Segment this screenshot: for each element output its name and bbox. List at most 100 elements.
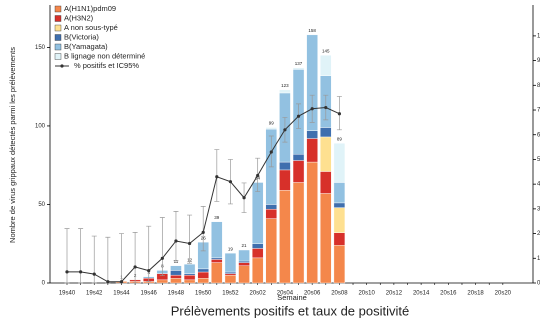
- y-tick-label: 0: [42, 281, 46, 287]
- bar-segment: [211, 259, 223, 263]
- error-bar: [91, 235, 97, 284]
- bar-total-label: 158: [308, 28, 316, 33]
- y2-tick-label: 0: [537, 281, 540, 287]
- x-tick-label: 20s08: [331, 291, 348, 297]
- y2-tick-label: 8: [537, 83, 540, 89]
- bar-segment: [197, 271, 209, 279]
- line-point: [106, 280, 110, 284]
- x-tick-label: 20s10: [358, 291, 375, 297]
- bar-segment: [197, 268, 209, 273]
- line-point: [79, 270, 83, 274]
- x-tick-label: 20s18: [467, 291, 484, 297]
- line-point: [215, 175, 219, 179]
- legend-label: B(Yamagata): [64, 42, 108, 51]
- error-bar: [173, 210, 179, 262]
- bar-segment: [170, 278, 182, 284]
- bar-segment: [333, 202, 346, 208]
- bar-total-label: 39: [214, 215, 220, 220]
- bar-segment: [211, 257, 223, 260]
- bar-segment: [224, 271, 237, 274]
- y-tick-label: 50: [38, 202, 45, 208]
- bar-segment: [265, 218, 277, 284]
- bar-total-label: 21: [242, 243, 248, 248]
- y2-tick-label: 7: [537, 108, 540, 114]
- x-tick-label: 20s14: [413, 291, 430, 297]
- legend-label: B(Victoria): [64, 32, 99, 41]
- error-bar: [146, 225, 152, 283]
- legend-label: % positifs et IC95%: [74, 61, 139, 70]
- x-axis-label: Semaine: [277, 293, 307, 302]
- legend-swatch: [54, 24, 62, 32]
- bar-segment: [224, 252, 237, 273]
- bar-segment: [306, 138, 318, 163]
- bar-segment: [224, 273, 237, 276]
- line-point: [228, 180, 233, 184]
- x-tick-label: 20s20: [495, 291, 512, 297]
- bar-segment: [224, 274, 237, 284]
- bar-segment: [292, 160, 305, 183]
- legend-swatch: [54, 15, 62, 22]
- legend-label: A non sous-typé: [64, 23, 118, 32]
- x-tick-label: 20s04: [277, 291, 294, 297]
- legend-label: A(H3N2): [64, 13, 94, 22]
- bar-segment: [320, 171, 332, 194]
- bar-segment: [170, 265, 182, 271]
- bar-segment: [183, 273, 196, 276]
- x-tick-label: 19s50: [195, 291, 212, 297]
- y2-tick-label: 3: [537, 206, 540, 212]
- legend-swatch: [54, 43, 62, 51]
- y2-tick-label: 1: [537, 256, 540, 262]
- bar-segment: [333, 232, 346, 246]
- error-bar: [132, 231, 138, 284]
- line-point: [269, 150, 273, 154]
- bar-segment: [238, 249, 250, 262]
- bar-segment: [279, 169, 291, 191]
- bar-segment: [333, 182, 346, 204]
- bar-segment: [320, 55, 332, 76]
- bar-segment: [279, 190, 291, 284]
- chart-title: Prélèvements positifs et taux de positiv…: [171, 303, 409, 318]
- line-point: [65, 270, 69, 274]
- y-tick-label: 150: [35, 45, 46, 51]
- line-point: [174, 239, 178, 243]
- bar-segment: [306, 130, 318, 139]
- line-point: [160, 256, 164, 260]
- bar-segment: [170, 274, 182, 279]
- bar-segment: [320, 136, 332, 172]
- error-bar: [64, 228, 70, 284]
- bar-total-label: 19: [228, 246, 234, 251]
- error-bar: [105, 236, 111, 284]
- legend-swatch: [54, 5, 62, 13]
- x-tick-label: 20s06: [304, 291, 321, 297]
- y2-tick-label: 4: [537, 182, 540, 188]
- bar-segment: [320, 193, 332, 284]
- bar-segment: [170, 270, 182, 276]
- bar-segment: [279, 161, 291, 171]
- bar-segment: [265, 208, 277, 219]
- bar-segment: [238, 260, 250, 263]
- line-point: [337, 112, 341, 116]
- line-point: [324, 105, 328, 110]
- line-point: [119, 280, 124, 284]
- bar-total-label: 123: [281, 83, 289, 88]
- line-point: [296, 114, 301, 118]
- bar-total-label: 137: [295, 61, 303, 66]
- bar-segment: [279, 89, 291, 94]
- bar-total-label: 99: [269, 121, 275, 126]
- bar-segment: [183, 274, 196, 281]
- bar-total-label: 89: [337, 136, 343, 141]
- legend-label: B lignage non déterminé: [64, 51, 145, 60]
- legend-label: A(H1N1)pdm09: [64, 4, 116, 13]
- y2-tick-label: 9: [537, 58, 540, 64]
- bar-total-label: 145: [322, 48, 330, 53]
- error-bar: [78, 228, 84, 284]
- line-point: [242, 196, 246, 200]
- line-point: [256, 173, 260, 178]
- bar-segment: [265, 204, 277, 210]
- bar-total-label: 11: [174, 259, 179, 264]
- y-tick-label: 100: [35, 124, 46, 130]
- x-tick-label: 19s46: [141, 291, 158, 297]
- bar-segment: [333, 143, 346, 183]
- y2-tick-label: 10: [537, 33, 540, 39]
